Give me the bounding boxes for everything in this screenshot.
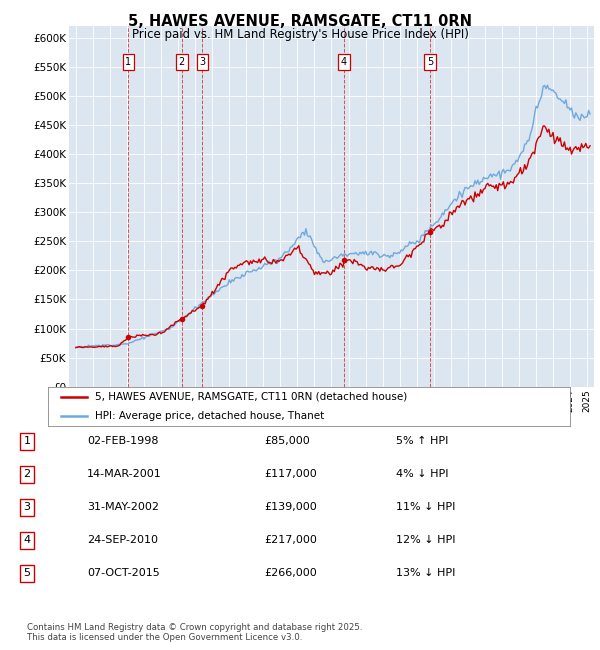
Text: £217,000: £217,000 xyxy=(264,535,317,545)
Text: £266,000: £266,000 xyxy=(264,568,317,578)
Text: 1: 1 xyxy=(125,57,131,67)
Text: 5, HAWES AVENUE, RAMSGATE, CT11 0RN: 5, HAWES AVENUE, RAMSGATE, CT11 0RN xyxy=(128,14,472,29)
Text: 5: 5 xyxy=(23,568,31,578)
Text: 4% ↓ HPI: 4% ↓ HPI xyxy=(396,469,449,479)
Text: 3: 3 xyxy=(199,57,205,67)
Text: 3: 3 xyxy=(23,502,31,512)
Text: 11% ↓ HPI: 11% ↓ HPI xyxy=(396,502,455,512)
Text: 14-MAR-2001: 14-MAR-2001 xyxy=(87,469,162,479)
Text: 02-FEB-1998: 02-FEB-1998 xyxy=(87,436,158,446)
Text: 4: 4 xyxy=(23,535,31,545)
Text: 07-OCT-2015: 07-OCT-2015 xyxy=(87,568,160,578)
Text: 4: 4 xyxy=(341,57,347,67)
Text: £139,000: £139,000 xyxy=(264,502,317,512)
Text: 2: 2 xyxy=(179,57,185,67)
Text: 31-MAY-2002: 31-MAY-2002 xyxy=(87,502,159,512)
Text: 5, HAWES AVENUE, RAMSGATE, CT11 0RN (detached house): 5, HAWES AVENUE, RAMSGATE, CT11 0RN (det… xyxy=(95,392,407,402)
Text: £117,000: £117,000 xyxy=(264,469,317,479)
Text: 5% ↑ HPI: 5% ↑ HPI xyxy=(396,436,448,446)
Text: HPI: Average price, detached house, Thanet: HPI: Average price, detached house, Than… xyxy=(95,411,324,421)
Text: 24-SEP-2010: 24-SEP-2010 xyxy=(87,535,158,545)
Text: 1: 1 xyxy=(23,436,31,446)
Text: Contains HM Land Registry data © Crown copyright and database right 2025.
This d: Contains HM Land Registry data © Crown c… xyxy=(27,623,362,642)
Text: 5: 5 xyxy=(427,57,433,67)
Text: £85,000: £85,000 xyxy=(264,436,310,446)
Text: 2: 2 xyxy=(23,469,31,479)
Text: 12% ↓ HPI: 12% ↓ HPI xyxy=(396,535,455,545)
Text: Price paid vs. HM Land Registry's House Price Index (HPI): Price paid vs. HM Land Registry's House … xyxy=(131,28,469,41)
Text: 13% ↓ HPI: 13% ↓ HPI xyxy=(396,568,455,578)
